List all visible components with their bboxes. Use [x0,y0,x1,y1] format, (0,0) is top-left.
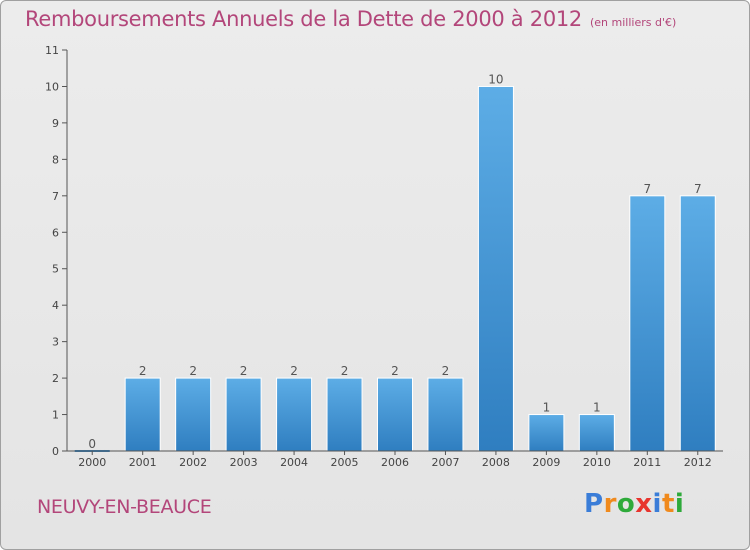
logo-letter: o [616,489,636,519]
chart-title: Remboursements Annuels de la Dette de 20… [25,7,676,31]
proxiti-logo: Proxiti [584,489,684,519]
y-tick-label: 3 [52,336,59,349]
bar [427,377,464,452]
y-tick-label: 8 [52,153,59,166]
logo-letter: x [635,489,653,519]
labels-group: 0123456789101102000220012200222003220042… [45,44,712,469]
x-tick-label: 2001 [129,456,157,469]
y-tick-label: 10 [45,80,59,93]
bar [225,377,262,452]
x-tick-label: 2002 [179,456,207,469]
commune-name: NEUVY-EN-BEAUCE [37,496,212,518]
data-label: 10 [488,72,503,86]
bar [175,377,212,452]
logo-letter: i [652,489,662,519]
data-label: 2 [442,364,450,378]
y-tick-label: 6 [52,226,59,239]
y-tick-label: 0 [52,445,59,458]
logo-letter: r [603,489,617,519]
bar [528,414,565,452]
y-tick-label: 7 [52,190,59,203]
x-tick-label: 2012 [684,456,712,469]
data-label: 1 [593,401,601,415]
bar [629,195,666,452]
data-label: 2 [139,364,147,378]
data-label: 0 [88,437,96,451]
x-tick-label: 2007 [431,456,459,469]
data-label: 7 [694,182,702,196]
x-tick-label: 2005 [331,456,359,469]
logo-letter: P [584,489,604,519]
data-label: 2 [391,364,399,378]
logo-letter: i [674,489,685,519]
y-tick-label: 5 [52,263,59,276]
x-tick-label: 2008 [482,456,510,469]
data-label: 1 [543,401,551,415]
logo-letter: t [661,489,675,519]
x-tick-label: 2009 [532,456,560,469]
y-tick-label: 1 [52,409,59,422]
bar [276,377,313,452]
chart-unit: (en milliers d'€) [590,16,677,29]
x-tick-label: 2003 [230,456,258,469]
x-tick-label: 2000 [78,456,106,469]
bar [377,377,413,452]
bar [124,377,161,452]
data-label: 7 [643,182,651,196]
chart-title-text: Remboursements Annuels de la Dette de 20… [25,7,582,31]
data-label: 2 [240,364,248,378]
data-label: 2 [341,364,349,378]
bar [477,85,514,452]
axes-group [62,49,723,455]
x-tick-label: 2006 [381,456,409,469]
y-tick-label: 9 [52,117,59,130]
x-tick-label: 2004 [280,456,308,469]
bar [578,414,615,452]
bar [326,377,363,452]
data-label: 2 [189,364,197,378]
bar [679,195,716,452]
y-tick-label: 2 [52,372,59,385]
x-tick-label: 2011 [633,456,661,469]
data-label: 2 [290,364,298,378]
y-tick-label: 11 [45,44,59,57]
y-tick-label: 4 [52,299,59,312]
bars-group [74,85,716,452]
x-tick-label: 2010 [583,456,611,469]
